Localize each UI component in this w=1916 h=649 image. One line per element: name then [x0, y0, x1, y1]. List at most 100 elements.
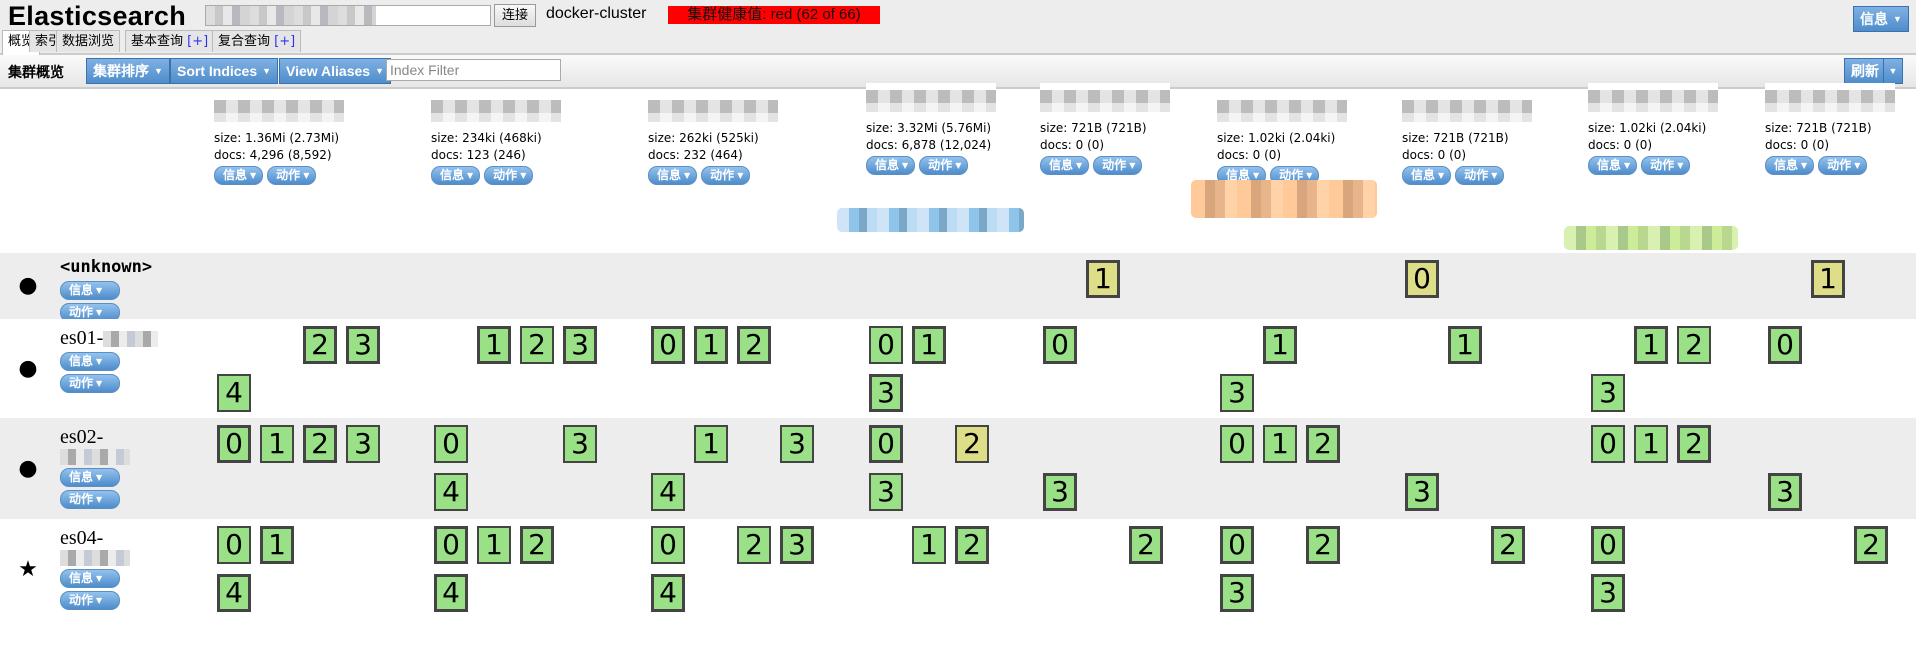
- node-info-button[interactable]: 信息 ▼: [60, 352, 120, 371]
- shard-replica[interactable]: 3: [1220, 374, 1254, 412]
- shard-primary[interactable]: 0: [651, 326, 685, 364]
- node-info-button[interactable]: 信息 ▼: [60, 468, 120, 487]
- shard-replica[interactable]: 0: [217, 526, 251, 564]
- shard-primary[interactable]: 1: [1263, 326, 1297, 364]
- index-action-button[interactable]: 动作 ▼: [1818, 156, 1868, 175]
- shard-primary[interactable]: 0: [1591, 526, 1625, 564]
- shard-primary[interactable]: 0: [217, 425, 251, 463]
- shard-primary[interactable]: 3: [1768, 473, 1802, 511]
- shard-primary[interactable]: 3: [1220, 574, 1254, 612]
- tab-compound-query[interactable]: 复合查询 [+]: [212, 30, 302, 52]
- node-action-button[interactable]: 动作 ▼: [60, 490, 120, 509]
- shard-replica[interactable]: 2: [737, 526, 771, 564]
- shard-primary[interactable]: 0: [869, 425, 903, 463]
- shard-primary[interactable]: 2: [1129, 526, 1163, 564]
- shard-replica[interactable]: 1: [1263, 425, 1297, 463]
- info-menu-button[interactable]: 信息 ▼: [1853, 6, 1909, 32]
- refresh-button[interactable]: 刷新: [1844, 58, 1886, 84]
- shard-primary[interactable]: 4: [217, 574, 251, 612]
- shard-replica[interactable]: 3: [1591, 374, 1625, 412]
- index-action-button[interactable]: 动作 ▼: [919, 156, 969, 175]
- tab-browser[interactable]: 数据浏览: [56, 30, 121, 52]
- shard-replica[interactable]: 0: [1591, 425, 1625, 463]
- shard-primary[interactable]: 1: [1634, 326, 1668, 364]
- shard-primary[interactable]: 2: [1306, 526, 1340, 564]
- shard-primary[interactable]: 0: [1405, 260, 1439, 298]
- shard-replica[interactable]: 0: [651, 526, 685, 564]
- shard-primary[interactable]: 2: [303, 326, 337, 364]
- shard-primary[interactable]: 2: [1491, 526, 1525, 564]
- index-action-button[interactable]: 动作 ▼: [267, 166, 317, 185]
- shard-primary[interactable]: 2: [520, 526, 554, 564]
- shard-primary[interactable]: 1: [1448, 326, 1482, 364]
- node-info-button[interactable]: 信息 ▼: [60, 281, 120, 300]
- index-action-button[interactable]: 动作 ▼: [701, 166, 751, 185]
- shard-replica[interactable]: 3: [563, 425, 597, 463]
- view-aliases-button[interactable]: View Aliases ▼: [279, 58, 391, 84]
- refresh-options-button[interactable]: ▼: [1883, 58, 1903, 84]
- node-action-button[interactable]: 动作 ▼: [60, 374, 120, 393]
- shard-primary[interactable]: 3: [1591, 574, 1625, 612]
- add-tab-link[interactable]: [+]: [274, 34, 296, 49]
- shard-primary[interactable]: 1: [477, 326, 511, 364]
- shard-primary[interactable]: 3: [780, 526, 814, 564]
- shard-replica[interactable]: 4: [434, 473, 468, 511]
- shard-replica[interactable]: 1: [1634, 425, 1668, 463]
- shard-primary[interactable]: 2: [737, 326, 771, 364]
- add-tab-link[interactable]: [+]: [187, 34, 209, 49]
- node-action-button[interactable]: 动作 ▼: [60, 591, 120, 610]
- shard-replica[interactable]: 2: [955, 425, 989, 463]
- sort-indices-button[interactable]: Sort Indices ▼: [170, 58, 279, 84]
- index-info-button[interactable]: 信息 ▼: [214, 166, 264, 185]
- shard-replica[interactable]: 4: [217, 374, 251, 412]
- shard-replica[interactable]: 1: [912, 526, 946, 564]
- shard-replica[interactable]: 2: [1677, 326, 1711, 364]
- shard-primary[interactable]: 0: [434, 526, 468, 564]
- shard-replica[interactable]: 3: [869, 473, 903, 511]
- connection-url-input[interactable]: [205, 5, 491, 26]
- index-action-button[interactable]: 动作 ▼: [484, 166, 534, 185]
- shard-primary[interactable]: 3: [346, 326, 380, 364]
- sort-cluster-button[interactable]: 集群排序 ▼: [86, 58, 170, 84]
- index-info-button[interactable]: 信息 ▼: [431, 166, 481, 185]
- shard-primary[interactable]: 2: [303, 425, 337, 463]
- index-info-button[interactable]: 信息 ▼: [648, 166, 698, 185]
- shard-primary[interactable]: 3: [1043, 473, 1077, 511]
- shard-primary[interactable]: 3: [1405, 473, 1439, 511]
- shard-primary[interactable]: 1: [260, 526, 294, 564]
- shard-primary[interactable]: 1: [912, 326, 946, 364]
- shard-replica[interactable]: 1: [260, 425, 294, 463]
- shard-primary[interactable]: 3: [869, 374, 903, 412]
- shard-replica[interactable]: 4: [651, 473, 685, 511]
- shard-primary[interactable]: 4: [434, 574, 468, 612]
- index-info-button[interactable]: 信息 ▼: [1588, 156, 1638, 175]
- index-action-button[interactable]: 动作 ▼: [1093, 156, 1143, 175]
- shard-primary[interactable]: 0: [1220, 526, 1254, 564]
- shard-primary[interactable]: 3: [563, 326, 597, 364]
- shard-replica[interactable]: 2: [520, 326, 554, 364]
- index-info-button[interactable]: 信息 ▼: [1040, 156, 1090, 175]
- node-info-button[interactable]: 信息 ▼: [60, 569, 120, 588]
- shard-primary[interactable]: 2: [955, 526, 989, 564]
- shard-primary[interactable]: 2: [1306, 425, 1340, 463]
- shard-replica[interactable]: 3: [780, 425, 814, 463]
- index-action-button[interactable]: 动作 ▼: [1641, 156, 1691, 175]
- shard-primary[interactable]: 2: [1854, 526, 1888, 564]
- index-action-button[interactable]: 动作 ▼: [1455, 166, 1505, 185]
- index-filter-input[interactable]: Index Filter: [386, 59, 561, 81]
- connect-button[interactable]: 连接: [494, 4, 536, 27]
- shard-primary[interactable]: 2: [1677, 425, 1711, 463]
- shard-replica[interactable]: 0: [434, 425, 468, 463]
- index-info-button[interactable]: 信息 ▼: [1765, 156, 1815, 175]
- tab-basic-query[interactable]: 基本查询 [+]: [125, 30, 215, 52]
- shard-replica[interactable]: 1: [694, 425, 728, 463]
- shard-replica[interactable]: 1: [477, 526, 511, 564]
- shard-primary[interactable]: 1: [1086, 260, 1120, 298]
- shard-primary[interactable]: 1: [694, 326, 728, 364]
- shard-primary[interactable]: 0: [1043, 326, 1077, 364]
- shard-primary[interactable]: 1: [1811, 260, 1845, 298]
- index-info-button[interactable]: 信息 ▼: [1402, 166, 1452, 185]
- index-info-button[interactable]: 信息 ▼: [866, 156, 916, 175]
- shard-replica[interactable]: 0: [1220, 425, 1254, 463]
- shard-primary[interactable]: 4: [651, 574, 685, 612]
